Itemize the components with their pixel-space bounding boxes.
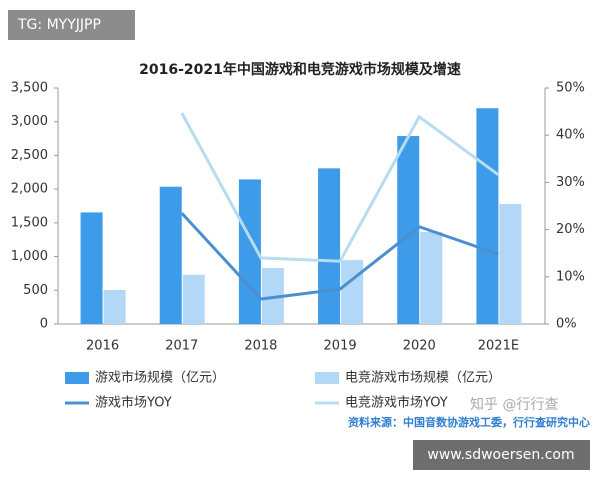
y2-tick-label: 10%	[556, 269, 585, 284]
x-tick-label: 2016	[86, 339, 119, 354]
line	[180, 112, 500, 263]
chart-title: 2016-2021年中国游戏和电竞游戏市场规模及增速	[139, 61, 461, 78]
bar	[397, 136, 420, 324]
legend-label: 游戏市场规模（亿元）	[95, 370, 225, 386]
legend-label: 电竞游戏市场YOY	[345, 395, 448, 411]
bar	[341, 260, 364, 324]
bar	[238, 179, 261, 324]
y-tick-label: 1,500	[11, 215, 48, 230]
bar	[159, 186, 182, 324]
bar	[420, 231, 443, 324]
y-tick-label: 1,000	[11, 249, 48, 264]
site-box	[413, 440, 590, 470]
y-tick-label: 3,500	[11, 81, 48, 96]
y2-tick-label: 20%	[556, 222, 585, 237]
y-tick-label: 0	[40, 317, 48, 332]
legend-swatch	[315, 372, 339, 384]
credit: 知乎 @行行查	[470, 396, 558, 413]
x-tick-label: 2021E	[478, 339, 519, 354]
x-tick-label: 2017	[165, 339, 198, 354]
bar	[103, 290, 126, 324]
y-tick-label: 500	[23, 283, 48, 298]
legend-swatch	[65, 372, 89, 384]
bar	[182, 274, 205, 324]
y2-tick-label: 40%	[556, 128, 585, 143]
watermark-box	[8, 10, 135, 40]
bar	[318, 168, 341, 324]
line	[180, 212, 499, 301]
y2-tick-label: 30%	[556, 175, 585, 190]
bar	[476, 108, 499, 324]
y2-tick-label: 50%	[556, 81, 585, 96]
legend-label: 游戏市场YOY	[95, 395, 172, 411]
y-tick-label: 2,000	[11, 182, 48, 197]
y2-tick-label: 0%	[556, 317, 577, 332]
y-tick-label: 3,000	[11, 114, 48, 129]
site: www.sdwoersen.com	[427, 447, 574, 463]
watermark: TG: MYYJJPP	[17, 17, 101, 33]
source: 资料来源：中国音数协游戏工委，行行查研究中心	[348, 415, 590, 429]
bar	[80, 212, 103, 324]
bar	[499, 203, 522, 324]
x-tick-label: 2020	[403, 339, 436, 354]
legend-label: 电竞游戏市场规模（亿元）	[345, 370, 501, 386]
y-tick-label: 2,500	[11, 148, 48, 163]
x-tick-label: 2019	[324, 339, 357, 354]
x-tick-label: 2018	[244, 339, 277, 354]
